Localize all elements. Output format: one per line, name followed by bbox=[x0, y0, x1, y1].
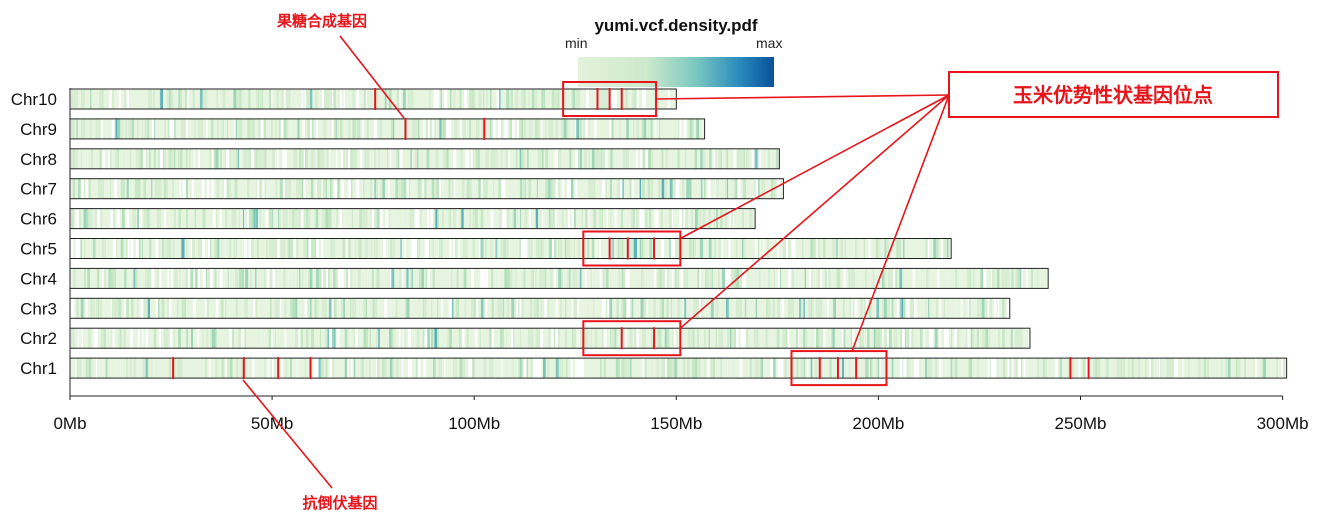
lodging-leader-line bbox=[242, 379, 333, 489]
chromosome-chr6: Chr6 bbox=[20, 208, 756, 230]
heterosis-leader-chr1 bbox=[851, 94, 950, 352]
chart-title: yumi.vcf.density.pdf bbox=[594, 16, 757, 35]
chromosome-label: Chr9 bbox=[20, 120, 57, 139]
x-tick-label: 50Mb bbox=[251, 414, 294, 433]
chromosome-chr9: Chr9 bbox=[20, 117, 706, 140]
x-tick-label: 150Mb bbox=[650, 414, 702, 433]
chromosome-label: Chr2 bbox=[20, 329, 57, 348]
legend: yumi.vcf.density.pdf min max bbox=[565, 16, 782, 87]
density-stripes bbox=[71, 118, 704, 139]
density-stripes bbox=[71, 208, 755, 229]
chromosome-label: Chr10 bbox=[11, 90, 57, 109]
chromosome-chr4: Chr4 bbox=[20, 267, 1049, 289]
heterosis-label-box bbox=[948, 71, 1279, 118]
annotation-layer: 果糖合成基因 抗倒伏基因 玉米优势性状基因位点 bbox=[242, 12, 1279, 512]
chromosome-chr8: Chr8 bbox=[20, 148, 780, 170]
chromosome-chr10: Chr10 bbox=[11, 88, 677, 110]
x-tick-label: 0Mb bbox=[53, 414, 86, 433]
chromosome-layer: Chr10 Chr9 Chr8 Chr7 Chr6 Chr5 Chr4 Chr3 Chr2 Chr… bbox=[11, 88, 1288, 380]
density-stripes bbox=[74, 298, 1007, 319]
chromosome-label: Chr7 bbox=[20, 180, 57, 199]
highlight-box bbox=[582, 230, 682, 267]
heterosis-leader-chr2 bbox=[679, 94, 950, 329]
x-axis: 0Mb 50Mb 100Mb 150Mb 200Mb 250Mb 300Mb bbox=[53, 88, 1309, 433]
lodging-gene-annotation: 抗倒伏基因 bbox=[302, 494, 377, 512]
x-tick-label: 250Mb bbox=[1055, 414, 1107, 433]
chromosome-label: Chr6 bbox=[20, 210, 57, 229]
density-stripes bbox=[73, 238, 951, 259]
heterosis-leader-chr10 bbox=[656, 94, 950, 100]
legend-max-label: max bbox=[756, 35, 782, 51]
chromosome-label: Chr5 bbox=[20, 240, 57, 259]
heterosis-leader-chr5 bbox=[679, 94, 950, 240]
density-stripes bbox=[71, 148, 779, 169]
x-tick-label: 300Mb bbox=[1257, 414, 1309, 433]
chromosome-chr5: Chr5 bbox=[20, 237, 952, 260]
chromosome-label: Chr1 bbox=[20, 359, 57, 378]
chromosome-chr7: Chr7 bbox=[20, 178, 784, 200]
chromosome-chr3: Chr3 bbox=[20, 297, 1011, 319]
chromosome-chr1: Chr1 bbox=[20, 357, 1288, 380]
x-tick-label: 200Mb bbox=[852, 414, 904, 433]
sugar-leader-line bbox=[339, 35, 405, 119]
sugar-gene-annotation: 果糖合成基因 bbox=[276, 12, 367, 30]
highlight-box bbox=[582, 320, 682, 357]
chromosome-label: Chr4 bbox=[20, 269, 57, 288]
chromosome-label: Chr8 bbox=[20, 150, 57, 169]
density-stripes bbox=[71, 268, 1048, 289]
density-stripes bbox=[71, 328, 1029, 349]
heterosis-gene-annotation: 玉米优势性状基因位点 bbox=[1013, 83, 1213, 107]
density-stripes bbox=[71, 89, 676, 109]
legend-min-label: min bbox=[565, 35, 588, 51]
chromosome-chr2: Chr2 bbox=[20, 327, 1031, 350]
density-stripes bbox=[71, 178, 783, 199]
x-tick-label: 100Mb bbox=[448, 414, 500, 433]
highlight-box bbox=[790, 350, 888, 387]
chromosome-label: Chr3 bbox=[20, 299, 57, 318]
